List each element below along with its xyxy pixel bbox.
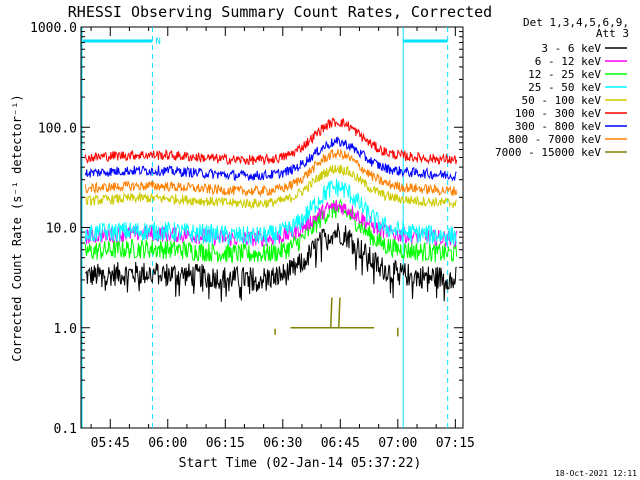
x-tick-label: 06:00	[148, 436, 187, 451]
y-tick-label: 1000.0	[30, 21, 77, 36]
series-line-800-7000kev	[84, 148, 458, 198]
x-tick-label: 06:30	[263, 436, 302, 451]
x-tick-label: 07:00	[378, 436, 417, 451]
legend-header-line-1: Det 1,3,4,5,6,9,	[523, 16, 629, 29]
night-markers: N	[81, 27, 449, 428]
legend-label: 25 - 50 keV	[528, 81, 601, 94]
x-tick-label: 06:45	[321, 436, 360, 451]
series-line-7000-15000kev-segment	[338, 297, 341, 328]
legend-label: 800 - 7000 keV	[508, 133, 601, 146]
legend-label: 3 - 6 keV	[541, 42, 601, 55]
series-line-6-12kev	[84, 199, 458, 248]
axes: 1000.0 100.0 10.0 1.0 0.1 05:45 06:00 06:15 06:3…	[30, 21, 475, 451]
night-marker-label: N	[155, 37, 160, 47]
series-line-3-6kev	[85, 222, 457, 302]
legend-label: 100 - 300 keV	[515, 107, 601, 120]
series-line-300-800kev	[84, 136, 457, 182]
legend-label: 300 - 800 keV	[515, 120, 601, 133]
series-lines	[84, 117, 458, 337]
legend-header-line-2: Att 3	[596, 27, 629, 40]
x-tick-label: 06:15	[206, 436, 245, 451]
y-tick-label: 1.0	[54, 322, 77, 337]
y-tick-label: 10.0	[46, 222, 77, 237]
legend-label: 12 - 25 keV	[528, 68, 601, 81]
series-line-100-300kev	[84, 117, 458, 166]
legend-label: 7000 - 15000 keV	[495, 146, 601, 159]
y-tick-label: 100.0	[38, 121, 77, 136]
timestamp: 18-Oct-2021 12:11	[555, 469, 637, 478]
y-tick-label: 0.1	[54, 422, 77, 437]
x-axis-label: Start Time (02-Jan-14 05:37:22)	[179, 456, 422, 471]
legend-label: 6 - 12 keV	[535, 55, 602, 68]
legend-label: 50 - 100 keV	[522, 94, 602, 107]
series-line-50-100kev	[84, 164, 457, 210]
y-axis-label: Corrected Count Rate (s⁻¹ detector⁻¹)	[10, 94, 24, 361]
chart-title: RHESSI Observing Summary Count Rates, Co…	[68, 3, 492, 21]
x-tick-label: 07:15	[436, 436, 475, 451]
x-tick-label: 05:45	[91, 436, 130, 451]
series-line-25-50kev	[84, 178, 458, 246]
series-line-7000-15000kev-segment	[329, 297, 333, 328]
